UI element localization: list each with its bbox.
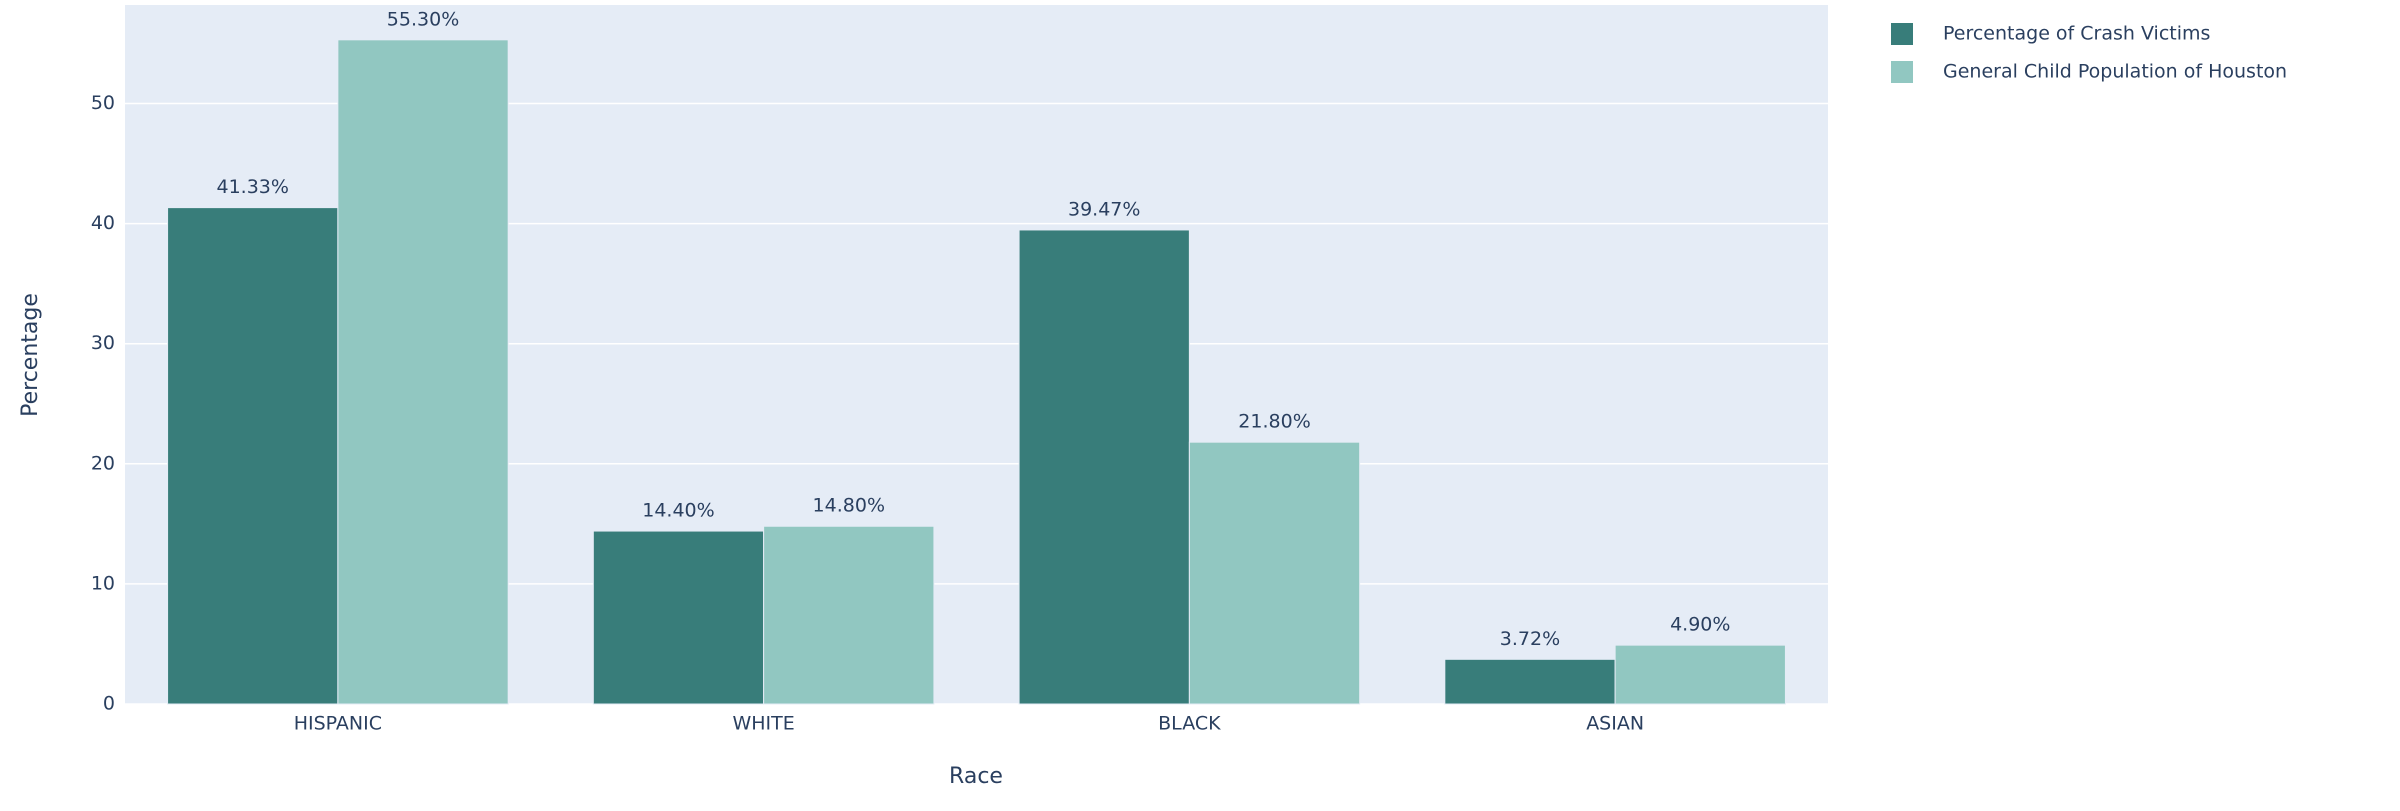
value-label: 14.40%	[642, 500, 714, 522]
legend-swatch	[1891, 61, 1913, 83]
value-label: 4.90%	[1670, 614, 1730, 636]
bar	[1614, 644, 1786, 705]
value-label: 3.72%	[1500, 628, 1560, 650]
value-label: 41.33%	[216, 176, 288, 198]
y-tick-label: 30	[91, 332, 115, 354]
value-label: 14.80%	[813, 495, 885, 517]
legend-label: Percentage of Crash Victims	[1943, 23, 2210, 45]
bar	[592, 530, 765, 705]
y-tick-label: 10	[91, 572, 115, 594]
x-tick-label: ASIAN	[1586, 713, 1644, 735]
x-tick-label: BLACK	[1158, 713, 1221, 735]
y-tick-label: 50	[91, 92, 115, 114]
y-tick-label: 40	[91, 212, 115, 234]
legend-label: General Child Population of Houston	[1943, 61, 2287, 83]
value-label: 21.80%	[1238, 411, 1310, 433]
x-tick-label: WHITE	[732, 713, 794, 735]
legend-swatch	[1891, 23, 1913, 45]
y-axis-title: Percentage	[18, 293, 43, 417]
y-tick-label: 0	[103, 693, 115, 715]
y-tick-label: 20	[91, 452, 115, 474]
bar	[1018, 229, 1190, 705]
bar	[763, 525, 935, 705]
bar	[1444, 658, 1616, 705]
bar	[1188, 441, 1361, 705]
value-label: 39.47%	[1068, 198, 1140, 220]
x-axis-title: Race	[949, 764, 1003, 789]
value-label: 55.30%	[387, 8, 459, 30]
bar	[167, 207, 339, 705]
bar	[337, 39, 509, 705]
x-tick-label: HISPANIC	[294, 713, 382, 735]
